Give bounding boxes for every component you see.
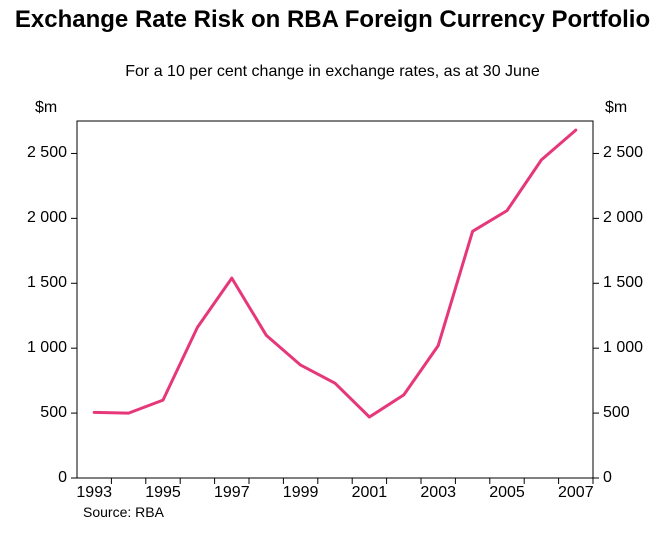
- x-tick-label: 2001: [352, 484, 388, 502]
- y-tick-label-right: 1 000: [603, 339, 643, 357]
- y-tick-label-left: 2 500: [27, 144, 67, 162]
- y-tick-label-left: 1 000: [27, 339, 67, 357]
- chart-source: Source: RBA: [83, 504, 164, 520]
- x-tick-label: 1997: [214, 484, 250, 502]
- y-tick-label-left: 1 500: [27, 274, 67, 292]
- y-tick-label-left: 500: [40, 404, 67, 422]
- x-tick-label: 1993: [76, 484, 112, 502]
- y-tick-label-right: 2 500: [603, 144, 643, 162]
- chart-container: Exchange Rate Risk on RBA Foreign Curren…: [0, 0, 665, 538]
- y-tick-label-right: 0: [603, 469, 612, 487]
- x-tick-label: 2007: [558, 484, 594, 502]
- x-tick-label: 1999: [283, 484, 319, 502]
- x-tick-label: 2003: [420, 484, 456, 502]
- y-tick-label-right: 1 500: [603, 274, 643, 292]
- x-tick-label: 1995: [145, 484, 181, 502]
- x-tick-label: 2005: [489, 484, 525, 502]
- y-tick-label-right: 2 000: [603, 209, 643, 227]
- y-tick-label-left: 2 000: [27, 209, 67, 227]
- y-tick-label-right: 500: [603, 404, 630, 422]
- y-tick-label-left: 0: [58, 469, 67, 487]
- chart-plot: [0, 0, 665, 538]
